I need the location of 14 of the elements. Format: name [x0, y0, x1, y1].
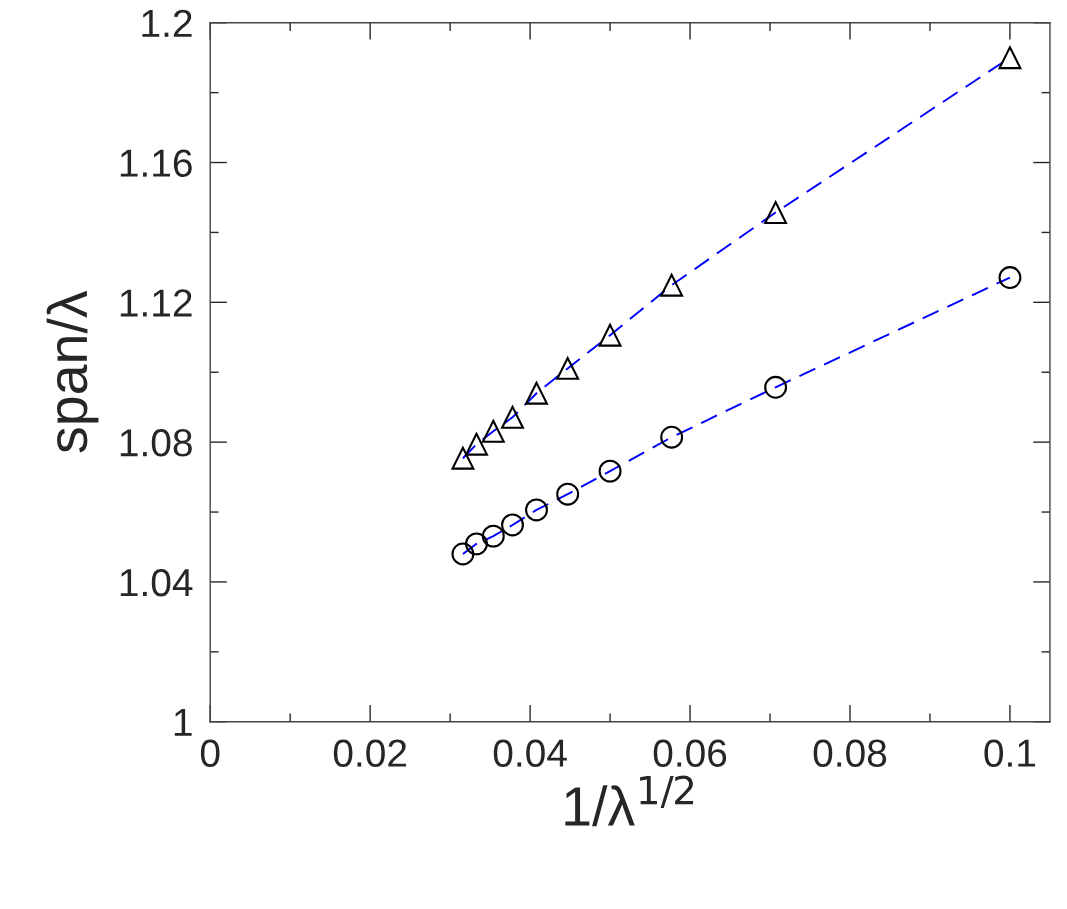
- y-tick-label: 1.08: [120, 429, 192, 457]
- y-tick-label: 1.04: [120, 568, 193, 597]
- x-tick-label: 0.1: [984, 739, 1036, 767]
- x-tick-label: 0: [200, 739, 220, 767]
- x-tick-label: 0.04: [493, 739, 567, 767]
- y-tick-label: 1.16: [120, 149, 192, 177]
- y-tick-label: 1.2: [142, 9, 192, 37]
- x-axis-title: 1/λ$^{1/2}$: [565, 775, 694, 827]
- y-tick-label: 1: [174, 709, 192, 736]
- x-tick-label: 0.06: [653, 739, 727, 767]
- y-tick-label: 1.12: [120, 289, 192, 317]
- x-tick-label: 0.02: [333, 739, 407, 767]
- x-tick-label: 0.08: [813, 739, 887, 767]
- y-axis-title: span/λ: [46, 290, 99, 453]
